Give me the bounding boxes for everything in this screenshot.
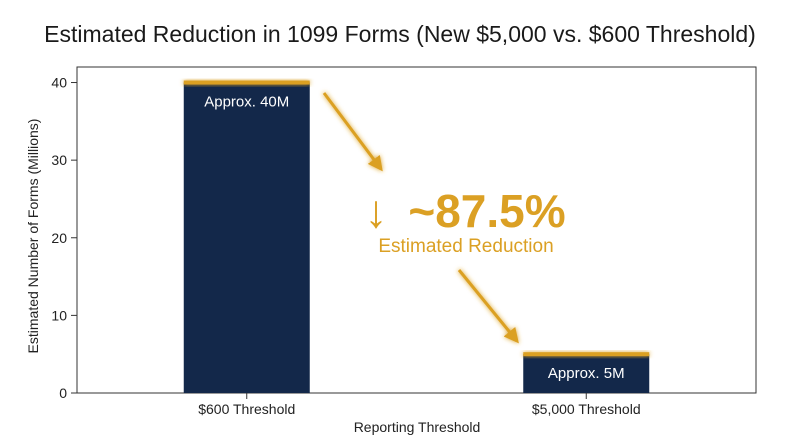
bar-data-label: Approx. 5M [548,365,625,382]
bar [523,354,650,393]
plot-frame [76,66,757,394]
y-tick-label: 20 [51,230,67,246]
y-axis-label: Estimated Number of Forms (Millions) [25,119,41,354]
chart-title: Estimated Reduction in 1099 Forms (New $… [44,21,756,47]
y-tick-label: 30 [51,152,67,168]
reduction-arrow-lower [457,269,519,344]
down-arrow-icon: ↓ [365,185,388,237]
bar [183,82,310,394]
x-axis-label: Reporting Threshold [354,419,481,435]
reduction-annotation [322,92,519,344]
x-axis: $600 Threshold $5,000 Threshold [198,393,641,417]
x-tick-label: $600 Threshold [198,401,295,417]
reduction-percent: ~87.5% [408,185,565,237]
y-tick-label: 10 [51,307,67,323]
y-tick-label: 0 [59,385,67,401]
bar-data-label: Approx. 40M [204,94,289,111]
x-tick-label: $5,000 Threshold [532,401,641,417]
reduction-arrow-upper [322,92,383,172]
y-tick-label: 40 [51,75,67,91]
y-axis: 0 10 20 30 40 [51,75,77,401]
bar-top-highlight [183,80,310,85]
bar-top-highlight [523,352,650,357]
bars-group: Approx. 40M Approx. 5M [183,80,650,394]
reduction-caption: Estimated Reduction [378,236,553,257]
